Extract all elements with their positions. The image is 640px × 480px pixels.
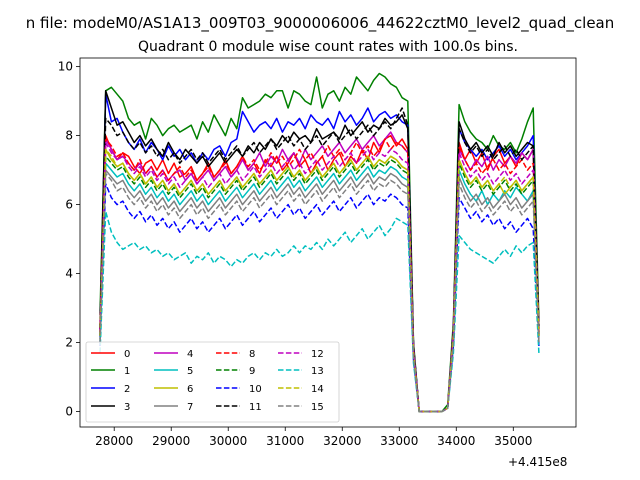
legend-label-4: 4 <box>187 349 193 360</box>
x-tick-label: 30000 <box>209 434 247 448</box>
y-tick-label: 6 <box>65 198 73 212</box>
series-line-11 <box>99 107 540 413</box>
legend-label-10: 10 <box>249 384 262 395</box>
x-tick-label: 34000 <box>437 434 475 448</box>
legend-label-12: 12 <box>311 349 324 360</box>
legend-label-2: 2 <box>124 384 130 395</box>
x-tick-label: 32000 <box>323 434 361 448</box>
legend-box <box>85 341 340 423</box>
legend-label-15: 15 <box>311 402 324 413</box>
legend-label-9: 9 <box>249 366 255 377</box>
series-line-0 <box>99 134 540 413</box>
series-line-3 <box>99 90 540 413</box>
series-line-9 <box>99 155 540 413</box>
series-line-1 <box>99 72 540 413</box>
series-line-5 <box>99 162 540 413</box>
x-tick-label: 31000 <box>266 434 304 448</box>
series-line-15 <box>99 172 540 413</box>
legend-label-11: 11 <box>249 402 262 413</box>
legend-label-8: 8 <box>249 349 255 360</box>
y-tick-label: 4 <box>65 267 73 281</box>
y-tick-label: 10 <box>58 60 73 74</box>
legend-label-0: 0 <box>124 349 130 360</box>
x-tick-label: 29000 <box>152 434 190 448</box>
series-line-13 <box>99 210 540 413</box>
x-tick-label: 28000 <box>95 434 133 448</box>
legend-label-3: 3 <box>124 402 130 413</box>
axis-ticks: 28000 29000 30000 31000 32000 33000 34000 35000… <box>58 60 533 448</box>
chart-title: Quadrant 0 module wise count rates with … <box>138 39 518 55</box>
series-line-8 <box>99 138 540 413</box>
series-line-7 <box>99 169 540 413</box>
y-tick-label: 2 <box>65 336 73 350</box>
legend-label-6: 6 <box>187 384 193 395</box>
legend-label-13: 13 <box>311 366 324 377</box>
x-offset-label: +4.415e8 <box>508 455 567 469</box>
series-line-12 <box>99 141 540 413</box>
axes-frame <box>79 57 577 428</box>
y-tick-label: 8 <box>65 129 73 143</box>
plot-area <box>99 72 540 413</box>
x-tick-label: 35000 <box>494 434 532 448</box>
x-tick-label: 33000 <box>380 434 418 448</box>
legend-label-5: 5 <box>187 366 193 377</box>
series-line-10 <box>99 183 540 413</box>
series-line-14 <box>99 148 540 413</box>
y-tick-label: 0 <box>65 404 73 418</box>
legend-label-7: 7 <box>187 402 193 413</box>
figure-suptitle: n file: modeM0/AS1A13_009T03_9000006006_… <box>26 14 615 33</box>
legend-label-14: 14 <box>311 384 324 395</box>
legend-label-1: 1 <box>124 366 130 377</box>
